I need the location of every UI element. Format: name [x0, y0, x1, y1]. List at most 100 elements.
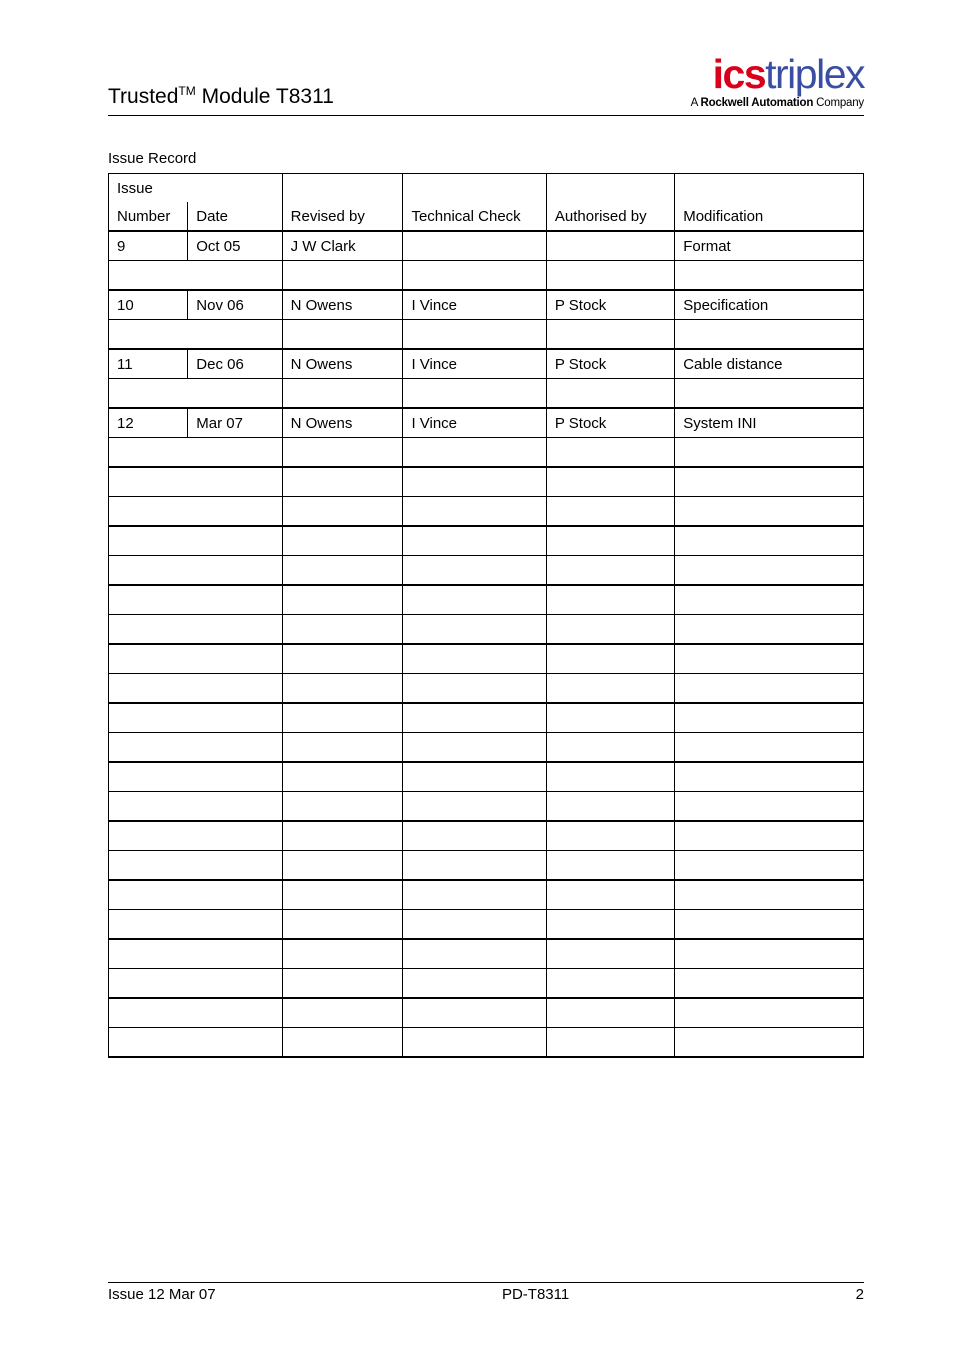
cell-tech_check	[403, 231, 546, 261]
cell-blank	[188, 910, 282, 940]
column-header-date: Date	[188, 202, 282, 231]
cell-number: 9	[109, 231, 188, 261]
header-blank	[546, 174, 674, 203]
cell-blank	[403, 969, 546, 999]
cell-blank	[188, 674, 282, 704]
cell-number: 11	[109, 349, 188, 379]
cell-blank	[546, 792, 674, 822]
cell-blank	[282, 585, 403, 615]
cell-blank	[188, 880, 282, 910]
cell-auth_by: P Stock	[546, 349, 674, 379]
cell-blank	[675, 792, 864, 822]
cell-blank	[403, 467, 546, 497]
cell-blank	[546, 939, 674, 969]
cell-blank	[282, 733, 403, 763]
cell-blank	[675, 320, 864, 350]
cell-date: Oct 05	[188, 231, 282, 261]
cell-blank	[282, 526, 403, 556]
cell-blank	[403, 998, 546, 1028]
cell-blank	[109, 379, 188, 409]
logo-tagline: A Rockwell Automation Company	[691, 97, 864, 109]
cell-blank	[403, 762, 546, 792]
cell-blank	[109, 880, 188, 910]
cell-blank	[188, 733, 282, 763]
cell-blank	[546, 851, 674, 881]
cell-blank	[403, 703, 546, 733]
cell-auth_by: P Stock	[546, 408, 674, 438]
cell-blank	[403, 910, 546, 940]
cell-blank	[109, 674, 188, 704]
cell-blank	[282, 821, 403, 851]
cell-blank	[282, 792, 403, 822]
cell-blank	[188, 969, 282, 999]
cell-blank	[188, 585, 282, 615]
cell-blank	[282, 497, 403, 527]
cell-revised_by: J W Clark	[282, 231, 403, 261]
cell-blank	[546, 1028, 674, 1058]
cell-blank	[109, 261, 188, 291]
column-header-tech_check: Technical Check	[403, 202, 546, 231]
header-title: TrustedTM Module T8311	[108, 84, 334, 113]
cell-blank	[282, 880, 403, 910]
cell-blank	[109, 320, 188, 350]
cell-blank	[546, 261, 674, 291]
cell-blank	[675, 438, 864, 468]
cell-blank	[546, 467, 674, 497]
cell-blank	[403, 880, 546, 910]
page-header: TrustedTM Module T8311 icstriplex A Rock…	[108, 54, 864, 116]
cell-blank	[282, 969, 403, 999]
column-header-auth_by: Authorised by	[546, 202, 674, 231]
cell-blank	[109, 556, 188, 586]
cell-blank	[546, 762, 674, 792]
cell-blank	[109, 438, 188, 468]
cell-blank	[675, 762, 864, 792]
cell-blank	[109, 526, 188, 556]
footer-right: 2	[856, 1286, 864, 1303]
cell-blank	[675, 526, 864, 556]
cell-blank	[282, 467, 403, 497]
cell-blank	[282, 1028, 403, 1058]
cell-blank	[546, 998, 674, 1028]
cell-blank	[109, 467, 188, 497]
cell-number: 10	[109, 290, 188, 320]
cell-blank	[675, 379, 864, 409]
cell-blank	[546, 910, 674, 940]
cell-blank	[675, 969, 864, 999]
cell-blank	[675, 939, 864, 969]
cell-blank	[188, 998, 282, 1028]
issue-record-table: IssueNumberDateRevised byTechnical Check…	[108, 173, 864, 1058]
cell-auth_by: P Stock	[546, 290, 674, 320]
cell-blank	[282, 556, 403, 586]
cell-modification: Format	[675, 231, 864, 261]
cell-blank	[188, 261, 282, 291]
cell-blank	[675, 674, 864, 704]
cell-blank	[675, 910, 864, 940]
cell-blank	[188, 939, 282, 969]
column-header-number: Number	[109, 202, 188, 231]
cell-blank	[546, 969, 674, 999]
cell-revised_by: N Owens	[282, 290, 403, 320]
cell-blank	[403, 585, 546, 615]
cell-blank	[403, 438, 546, 468]
tagline-suffix: Company	[813, 97, 864, 109]
cell-blank	[188, 821, 282, 851]
cell-blank	[282, 674, 403, 704]
cell-blank	[403, 851, 546, 881]
cell-modification: Specification	[675, 290, 864, 320]
cell-blank	[188, 762, 282, 792]
cell-blank	[109, 762, 188, 792]
cell-blank	[403, 792, 546, 822]
cell-blank	[403, 320, 546, 350]
cell-blank	[675, 821, 864, 851]
cell-tech_check: I Vince	[403, 290, 546, 320]
cell-blank	[282, 379, 403, 409]
module-name: Module T8311	[202, 85, 334, 108]
cell-blank	[546, 379, 674, 409]
cell-blank	[188, 556, 282, 586]
cell-blank	[188, 792, 282, 822]
header-issue-label: Issue	[109, 174, 188, 203]
cell-blank	[403, 379, 546, 409]
cell-blank	[188, 1028, 282, 1058]
cell-modification: Cable distance	[675, 349, 864, 379]
cell-blank	[109, 821, 188, 851]
